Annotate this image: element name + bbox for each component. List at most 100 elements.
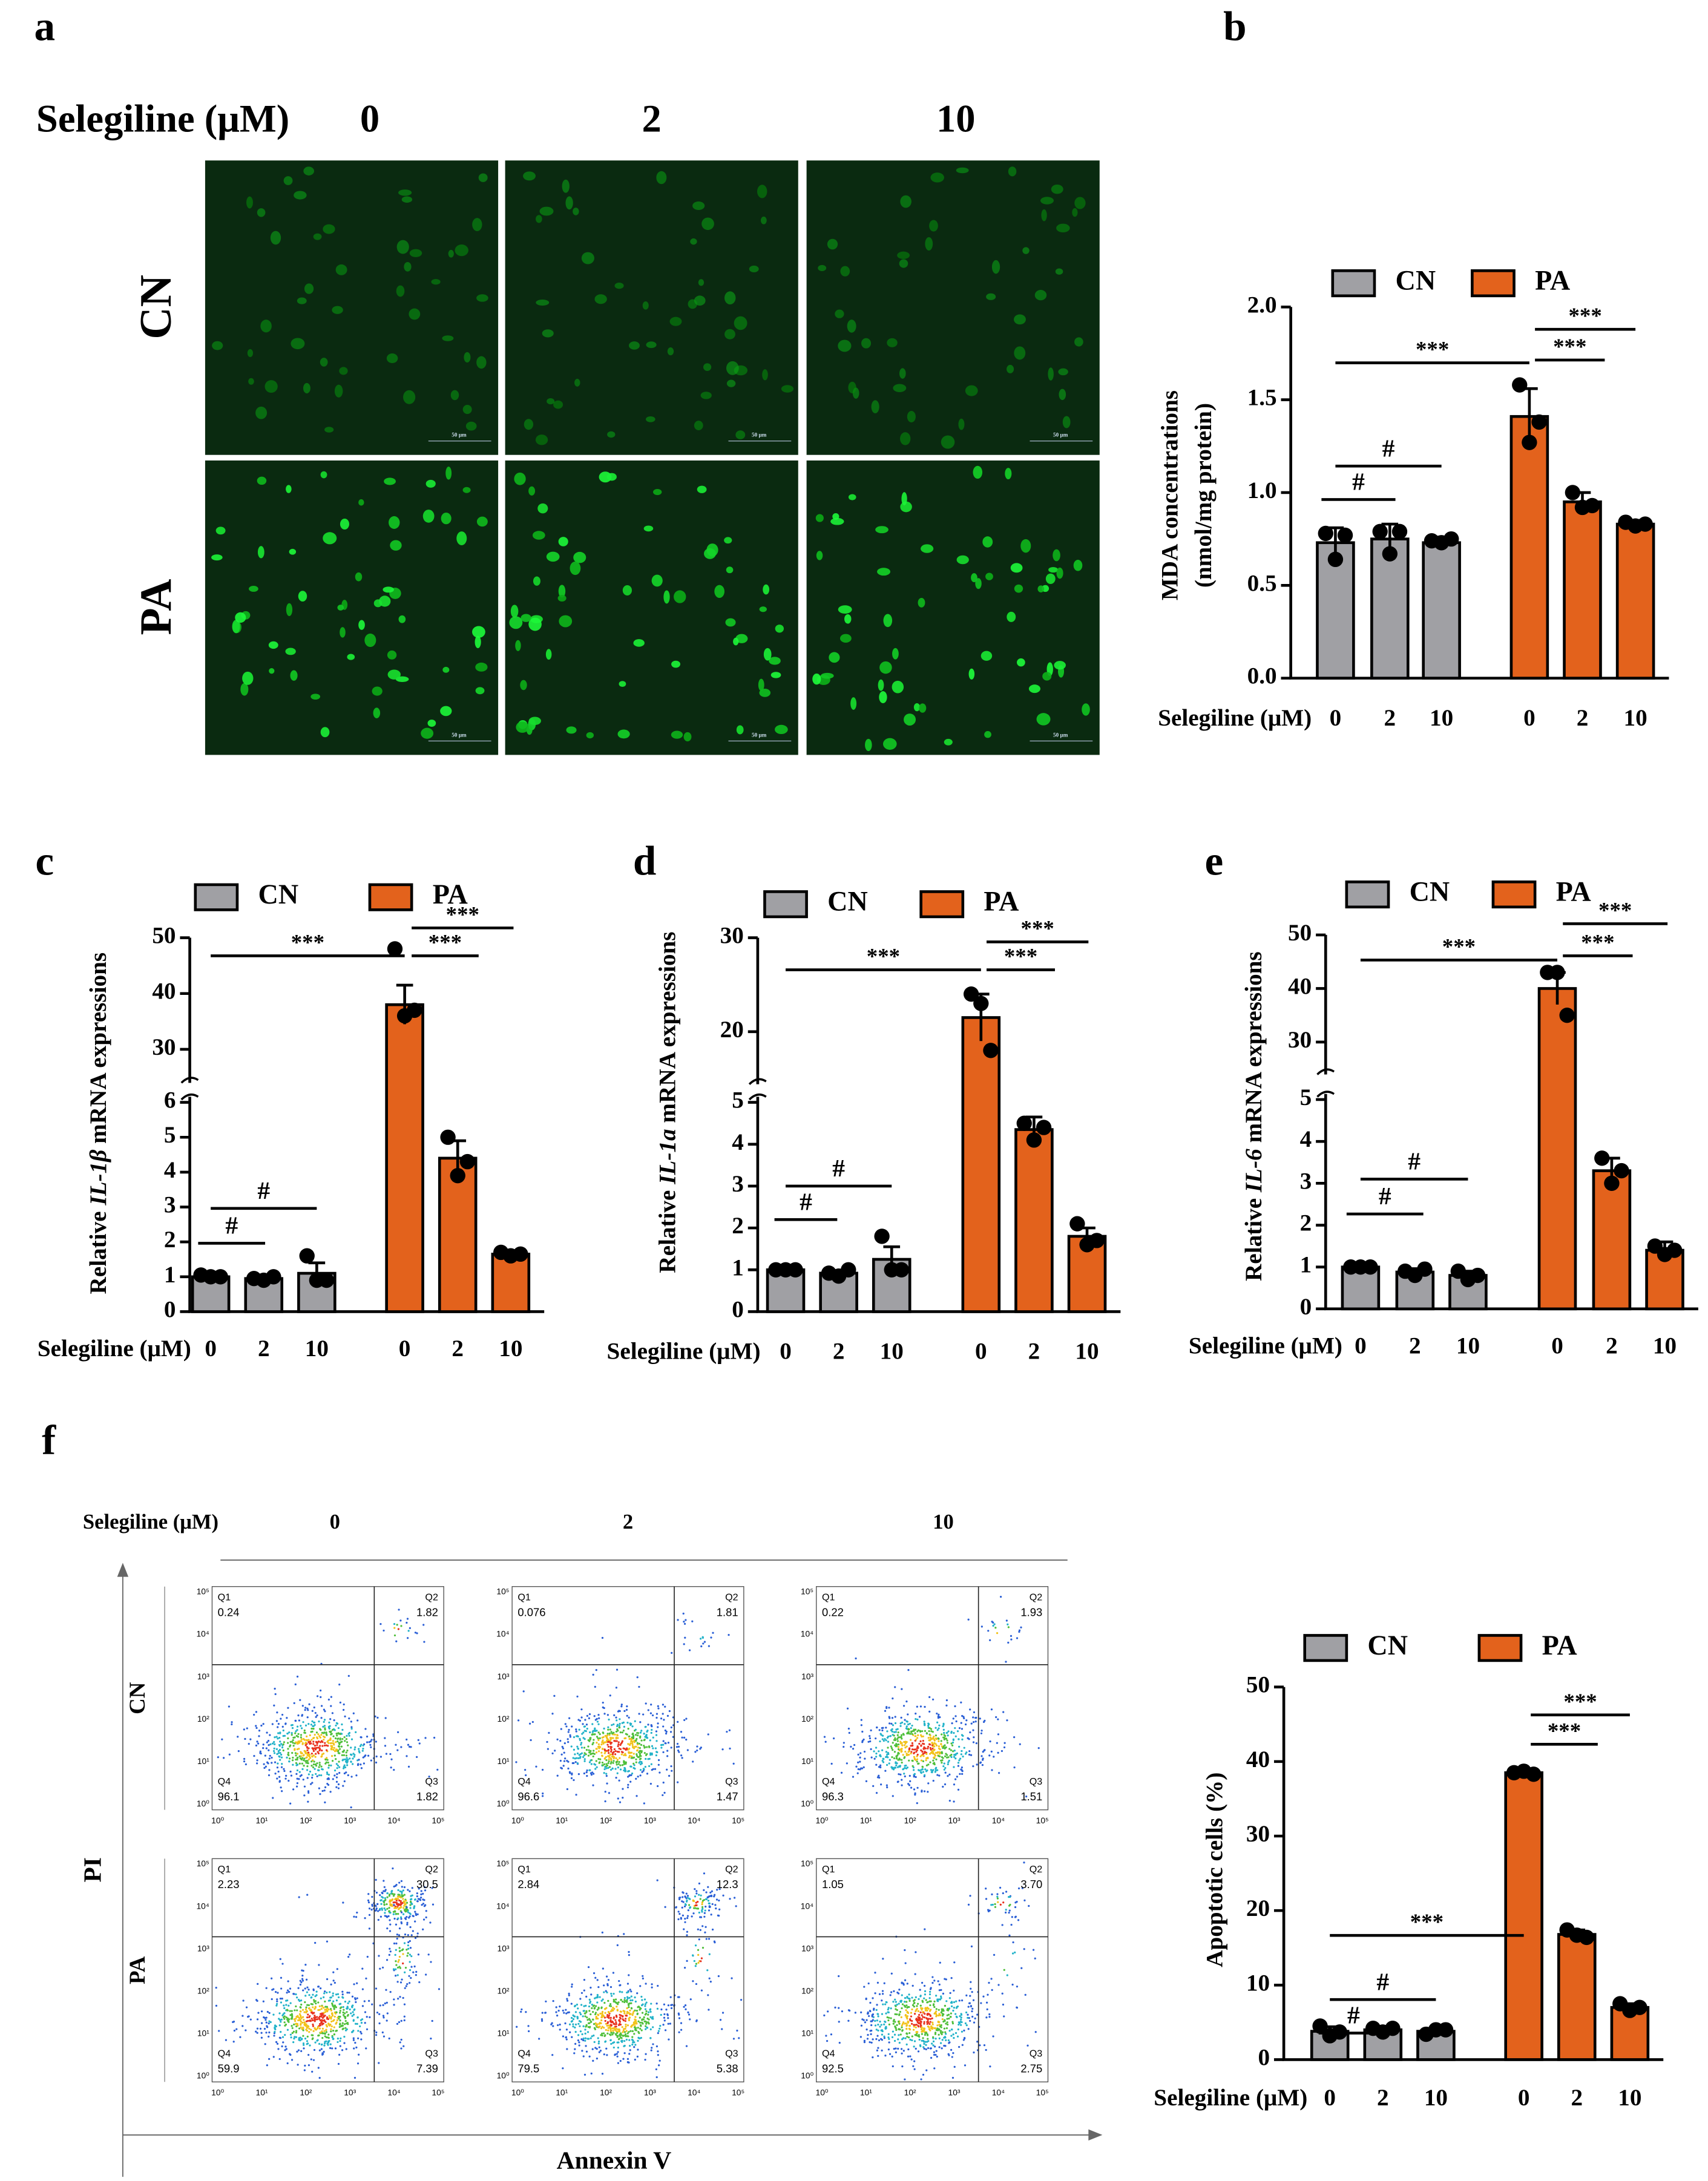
event-dot	[908, 2028, 911, 2031]
event-dot	[306, 2026, 309, 2028]
flow-plot: Q10.24Q21.82Q31.82Q496.110⁰10⁰10¹10¹10²1…	[197, 1586, 445, 1825]
event-dot	[646, 1737, 649, 1739]
event-dot	[649, 2010, 652, 2013]
event-dot	[722, 1894, 724, 1897]
event-dot	[391, 1905, 393, 1907]
event-dot	[597, 2006, 600, 2009]
event-dot	[286, 1756, 288, 1759]
event-dot	[318, 2009, 321, 2011]
event-dot	[588, 1713, 591, 1716]
event-dot	[341, 1723, 343, 1726]
event-dot	[262, 1723, 264, 1725]
event-dot	[625, 2038, 628, 2041]
event-dot	[685, 2008, 687, 2010]
event-dot	[278, 1756, 281, 1758]
event-dot	[291, 1759, 294, 1762]
event-dot	[890, 2017, 892, 2019]
event-dot	[887, 2048, 890, 2051]
event-dot	[639, 1731, 642, 1734]
event-dot	[657, 2030, 660, 2032]
event-dot	[976, 1763, 978, 1766]
event-dot	[659, 2027, 661, 2030]
event-dot	[635, 1761, 637, 1763]
event-dot	[243, 1728, 245, 1731]
quadrant-percent: 1.81	[717, 1605, 738, 1618]
cell	[726, 361, 739, 375]
event-dot	[384, 1899, 387, 1901]
cell	[697, 485, 707, 493]
event-dot	[320, 2032, 322, 2034]
event-dot	[364, 2022, 366, 2024]
event-dot	[846, 1762, 848, 1765]
event-dot	[356, 1997, 358, 1999]
event-dot	[901, 1761, 903, 1764]
event-dot	[599, 2012, 602, 2015]
event-dot	[952, 2009, 954, 2012]
event-dot	[384, 2002, 386, 2005]
event-dot	[876, 2049, 878, 2051]
event-dot	[692, 1954, 694, 1956]
event-dot	[538, 2038, 540, 2040]
event-dot	[338, 1748, 341, 1750]
cell	[892, 648, 899, 660]
event-dot	[904, 1765, 906, 1767]
event-dot	[970, 1981, 972, 1983]
event-dot	[397, 1889, 399, 1891]
event-dot	[944, 2031, 947, 2033]
flow-tick-label: 10⁵	[496, 1858, 509, 1868]
event-dot	[614, 1768, 617, 1770]
event-dot	[298, 1778, 300, 1780]
event-dot	[635, 1758, 637, 1760]
event-dot	[877, 2047, 879, 2049]
event-dot	[637, 2020, 640, 2022]
event-dot	[324, 1990, 326, 1993]
event-dot	[1034, 2031, 1037, 2033]
event-dot	[620, 2032, 622, 2035]
event-dot	[678, 2031, 680, 2033]
event-dot	[979, 1717, 981, 1720]
cell	[565, 196, 573, 210]
event-dot	[335, 1749, 338, 1751]
event-dot	[941, 2018, 944, 2021]
event-dot	[306, 1777, 309, 1779]
micrograph	[505, 160, 798, 455]
cell	[904, 713, 916, 726]
event-dot	[370, 1759, 372, 1762]
event-dot	[697, 1949, 700, 1951]
event-dot	[352, 1753, 355, 1755]
event-dot	[909, 2055, 911, 2058]
event-dot	[399, 1916, 402, 1918]
event-dot	[587, 1966, 590, 1969]
cell	[1059, 389, 1066, 401]
event-dot	[335, 1733, 338, 1735]
event-dot	[323, 2044, 326, 2047]
event-dot	[698, 1911, 700, 1914]
event-dot	[915, 1996, 917, 1998]
event-dot	[887, 1746, 889, 1749]
event-dot	[678, 1996, 680, 1998]
event-dot	[623, 2040, 626, 2042]
event-dot	[352, 2013, 355, 2016]
event-dot	[381, 1909, 383, 1911]
event-dot	[565, 2009, 567, 2011]
event-dot	[919, 1734, 922, 1736]
event-dot	[301, 1979, 304, 1982]
event-dot	[627, 1991, 629, 1993]
cell	[700, 392, 712, 399]
event-dot	[383, 1907, 386, 1910]
event-dot	[370, 1909, 373, 1911]
event-dot	[326, 2025, 328, 2028]
event-dot	[355, 1731, 357, 1734]
event-dot	[891, 1756, 893, 1759]
event-dot	[901, 2003, 904, 2006]
cell	[390, 540, 402, 551]
event-dot	[339, 1701, 342, 1704]
event-dot	[600, 2016, 603, 2019]
event-dot	[639, 1757, 642, 1760]
cell	[383, 586, 394, 593]
event-dot	[310, 2010, 312, 2012]
event-dot	[593, 2023, 596, 2025]
event-dot	[601, 1740, 603, 1743]
event-dot	[621, 1991, 623, 1993]
event-dot	[606, 1734, 608, 1737]
